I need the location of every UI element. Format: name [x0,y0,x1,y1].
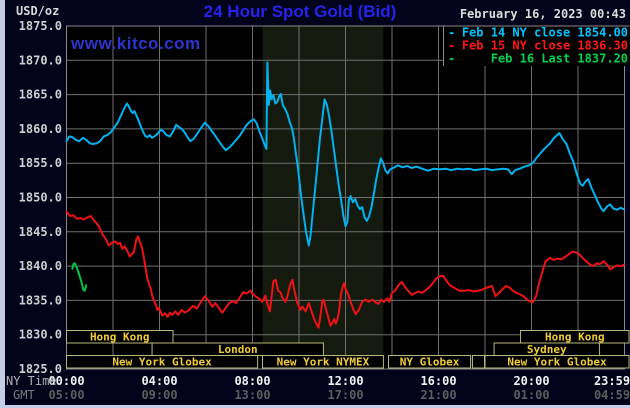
legend-item-label: Feb 15 NY close 1836.30 [462,39,628,53]
page-title: 24 Hour Spot Gold (Bid) [203,2,397,21]
x-axis-gmt-tick: 13:00 [234,388,270,402]
session-box [66,355,259,369]
x-axis-gmt-tick: 05:00 [48,388,84,402]
y-axis-tick-label: 1860.0 [19,122,62,136]
y-axis-tick-label: 1835.0 [19,293,62,307]
x-axis-gmt-tick: 21:00 [420,388,456,402]
y-axis-tick-label: 1850.0 [19,191,62,205]
legend-item-dash: - [448,26,455,40]
y-axis-tick-label: 1845.0 [19,225,62,239]
chart-timestamp: February 16, 2023 00:43 [459,7,626,21]
x-axis-nytime-tick: 04:00 [141,374,177,388]
legend-item-dash: - [448,39,455,53]
session-box [471,355,486,369]
kitco-watermark-link[interactable]: www.kitco.com [71,34,201,53]
y-axis-tick-label: 1875.0 [19,19,62,33]
session-label: New York Globex [507,356,607,369]
price-line-feb16 [71,262,88,292]
session-box [66,330,174,344]
x-axis-nytime-tick: 00:00 [48,374,84,388]
x-axis-nytime-tick: 20:00 [513,374,549,388]
x-axis-gmt-tick: 04:59 [594,388,630,402]
plot-border [66,25,625,370]
session-label: New York Globex [112,356,212,369]
y-axis-unit-label: USD/oz [16,4,60,18]
session-label: Hong Kong [545,331,605,344]
x-axis-nytime-label: NY Time [6,374,57,388]
x-axis-gmt-tick: 01:00 [513,388,549,402]
session-label: London [218,343,258,356]
legend-item-label: Feb 16 Last 1837.20 [491,52,628,66]
session-label: New York NYMEX [277,356,370,369]
session-label: Hong Kong [90,331,150,344]
y-axis-tick-label: 1825.0 [19,362,62,376]
session-box [261,355,384,369]
session-box [388,355,472,369]
y-axis-tick-label: 1840.0 [19,259,62,273]
price-line-feb14 [65,61,625,247]
y-axis-tick-label: 1855.0 [19,156,62,170]
page-edge-strip-left [0,0,5,408]
price-line-feb15 [65,210,625,329]
session-label: NY Globex [400,356,460,369]
session-box [484,355,630,369]
x-axis-nytime-tick: 16:00 [420,374,456,388]
legend-item-label: Feb 14 NY close 1854.00 [462,26,628,40]
x-axis-nytime-tick: 08:00 [234,374,270,388]
x-axis-gmt-tick: 17:00 [327,388,363,402]
y-axis-tick-label: 1865.0 [19,88,62,102]
page-edge-strip-bottom [0,405,630,408]
legend-background [443,26,630,66]
session-label: Sydney [527,343,567,356]
x-axis-nytime-tick: 23:59 [594,374,630,388]
x-axis-gmt-tick: 09:00 [141,388,177,402]
legend-item-dash: - [448,52,455,66]
x-axis-nytime-tick: 12:00 [327,374,363,388]
y-axis-tick-label: 1830.0 [19,328,62,342]
y-axis-tick-label: 1870.0 [19,53,62,67]
x-axis-gmt-label: GMT [13,388,35,402]
